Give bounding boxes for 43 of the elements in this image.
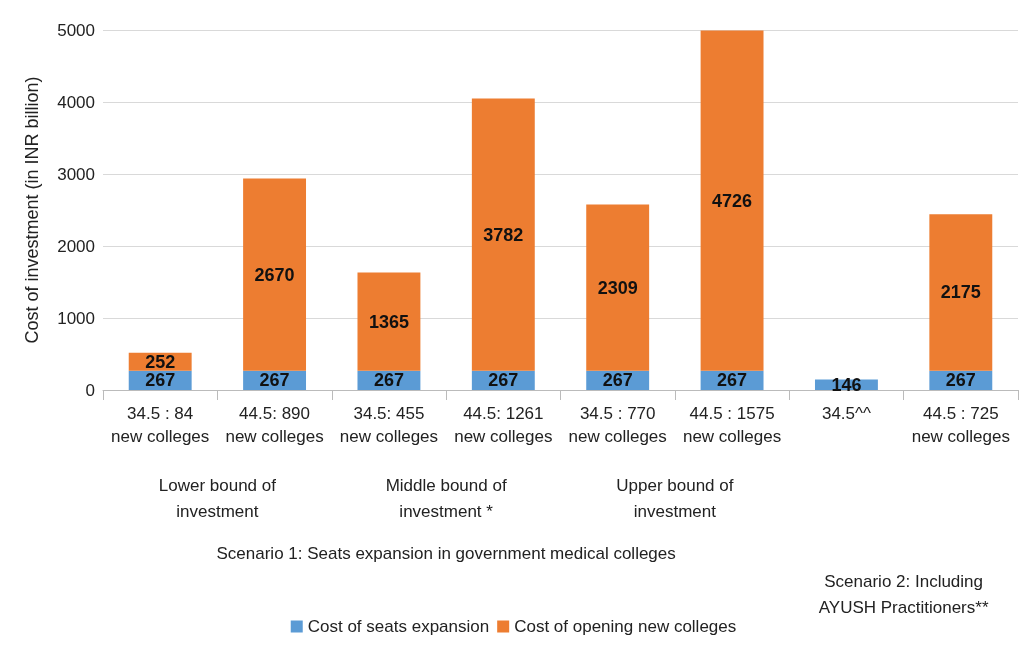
data-label: 267	[945, 370, 976, 391]
bar	[586, 204, 650, 371]
data-label: 146	[831, 374, 862, 395]
data-label: 2670	[254, 264, 295, 285]
data-label: 2309	[597, 277, 638, 298]
y-tick-label: 3000	[57, 164, 95, 184]
x-tick-label: 44.5: 1261 new colleges	[454, 404, 553, 446]
data-label: 2175	[940, 282, 981, 303]
text: Scenario 2: Including AYUSH Practitioners**	[818, 571, 989, 617]
x-tick-label: 34.5 : 84 new colleges	[111, 404, 210, 446]
y-tick-label: 5000	[57, 20, 95, 40]
x-tick-label: 44.5 : 725 new colleges	[911, 404, 1010, 446]
y-tick-label: 1000	[57, 308, 95, 328]
bar	[357, 272, 421, 371]
y-tick-label: 0	[85, 380, 95, 400]
y-axis-title: Cost of investment (in INR billion)	[22, 76, 42, 344]
x-tick-label: 34.5^^	[821, 404, 871, 423]
bar	[471, 98, 535, 371]
x-tick-label: 44.5 : 1575 new colleges	[682, 404, 782, 446]
y-tick-label: 4000	[57, 92, 95, 112]
text: Scenario 1: Seats expansion in government medical colleges	[216, 543, 676, 563]
data-label: 3782	[483, 224, 524, 245]
data-label: 267	[259, 370, 290, 391]
data-label: 267	[717, 370, 748, 391]
bar	[700, 30, 764, 371]
data-label: 267	[488, 370, 519, 391]
x-tick-label: 34.5: 455 new colleges	[339, 404, 439, 446]
data-label: 252	[145, 351, 176, 372]
bar	[243, 178, 307, 371]
text: Middle bound of investment *	[385, 475, 507, 521]
y-tick-label: 2000	[57, 236, 95, 256]
data-label: 267	[373, 370, 404, 391]
text: Lower bound of investment	[158, 475, 277, 521]
legend-label: Cost of opening new colleges	[514, 617, 737, 636]
text: Upper bound of investment	[616, 475, 734, 521]
data-label: 267	[602, 370, 633, 391]
bar	[929, 214, 993, 371]
x-tick-label: 34.5 : 770 new colleges	[568, 404, 667, 446]
legend-label: Cost of seats expansion	[307, 617, 490, 636]
data-label: 4726	[712, 190, 753, 211]
data-label: 267	[145, 370, 176, 391]
x-tick-label: 44.5: 890 new colleges	[225, 404, 324, 446]
data-label: 1365	[368, 311, 409, 332]
